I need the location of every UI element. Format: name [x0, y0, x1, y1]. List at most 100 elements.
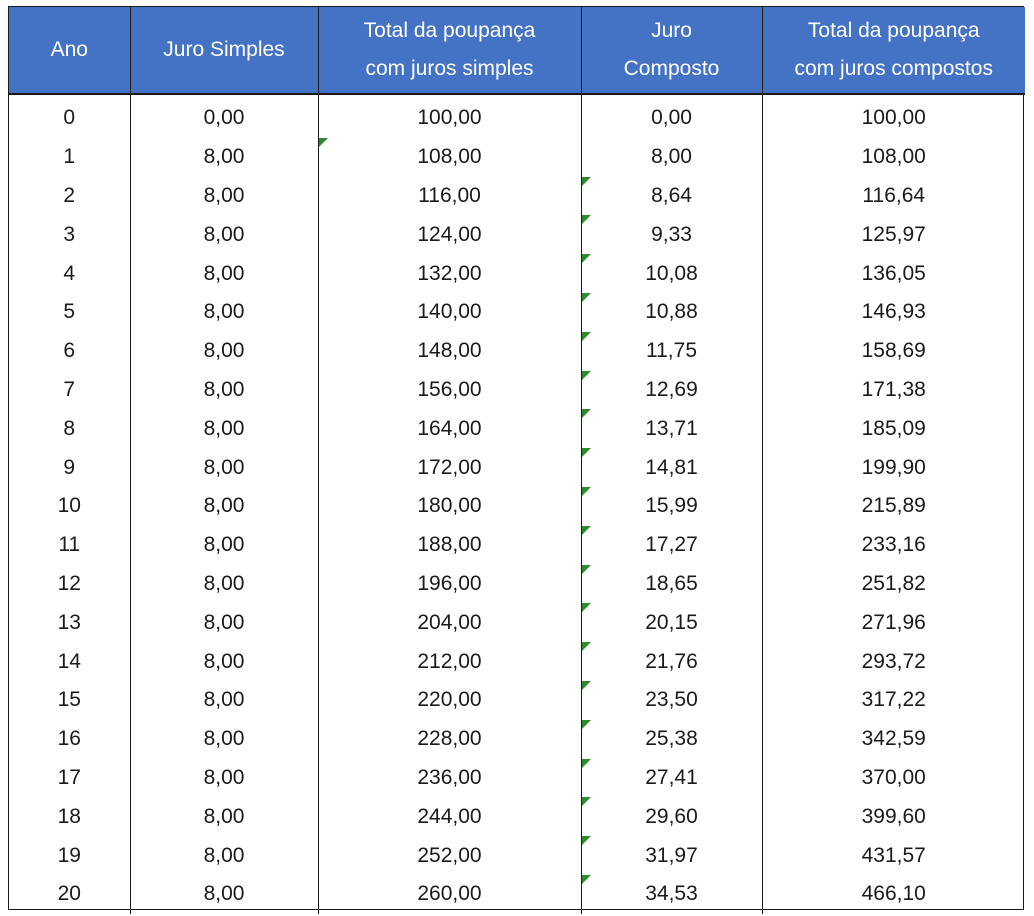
cell-total-simples[interactable]: 220,00: [318, 680, 582, 720]
cell-ano[interactable]: 16: [9, 719, 131, 759]
cell-juro-simples[interactable]: 0,00: [130, 94, 319, 138]
cell-juro-composto[interactable]: 25,38: [581, 719, 763, 759]
cell-total-compostos[interactable]: 431,57: [762, 836, 1025, 875]
cell-juro-composto[interactable]: 21,76: [581, 642, 763, 681]
cell-juro-simples[interactable]: 8,00: [130, 603, 319, 643]
cell-total-compostos[interactable]: 158,69: [762, 332, 1025, 371]
cell-total-compostos[interactable]: 125,97: [762, 215, 1025, 254]
cell-ano[interactable]: 15: [9, 680, 131, 720]
cell-juro-composto[interactable]: 27,41: [581, 758, 763, 798]
cell-juro-composto[interactable]: 10,08: [581, 254, 763, 293]
cell-total-simples[interactable]: 140,00: [318, 292, 582, 332]
cell-ano[interactable]: 12: [9, 564, 131, 604]
cell-ano[interactable]: 7: [9, 370, 131, 410]
cell-juro-composto[interactable]: 0,00: [581, 94, 763, 138]
cell-total-compostos[interactable]: 215,89: [762, 487, 1025, 526]
header-ano[interactable]: Ano: [9, 7, 131, 95]
cell-total-compostos[interactable]: 199,90: [762, 448, 1025, 487]
cell-ano[interactable]: 20: [9, 874, 131, 914]
cell-juro-composto[interactable]: 31,97: [581, 836, 763, 875]
cell-ano[interactable]: 1: [9, 137, 131, 177]
cell-total-simples[interactable]: 180,00: [318, 486, 582, 526]
error-indicator-icon[interactable]: [581, 370, 591, 380]
cell-total-compostos[interactable]: 251,82: [762, 565, 1025, 604]
cell-total-compostos[interactable]: 146,93: [762, 293, 1025, 332]
cell-juro-composto[interactable]: 29,60: [581, 797, 763, 837]
cell-total-simples[interactable]: 156,00: [318, 370, 582, 410]
cell-total-compostos[interactable]: 466,10: [762, 875, 1025, 914]
header-total-compostos[interactable]: Total da poupança com juros compostos: [762, 7, 1025, 95]
error-indicator-icon[interactable]: [581, 797, 591, 807]
cell-juro-simples[interactable]: 8,00: [130, 642, 319, 681]
cell-total-simples[interactable]: 188,00: [318, 525, 582, 565]
cell-total-simples[interactable]: 132,00: [318, 254, 582, 293]
cell-juro-simples[interactable]: 8,00: [130, 719, 319, 759]
cell-ano[interactable]: 18: [9, 797, 131, 837]
cell-ano[interactable]: 9: [9, 448, 131, 487]
cell-total-compostos[interactable]: 317,22: [762, 681, 1025, 720]
error-indicator-icon[interactable]: [581, 719, 591, 729]
error-indicator-icon[interactable]: [581, 642, 591, 652]
cell-juro-simples[interactable]: 8,00: [130, 176, 319, 216]
cell-total-simples[interactable]: 236,00: [318, 758, 582, 798]
cell-juro-simples[interactable]: 8,00: [130, 758, 319, 798]
error-indicator-icon[interactable]: [581, 874, 591, 884]
error-indicator-icon[interactable]: [581, 603, 591, 613]
cell-total-simples[interactable]: 196,00: [318, 564, 582, 604]
error-indicator-icon[interactable]: [581, 448, 591, 458]
error-indicator-icon[interactable]: [581, 176, 591, 186]
cell-juro-composto[interactable]: 34,53: [581, 874, 763, 914]
error-indicator-icon[interactable]: [581, 564, 591, 574]
error-indicator-icon[interactable]: [581, 836, 591, 846]
cell-ano[interactable]: 2: [9, 176, 131, 216]
cell-juro-composto[interactable]: 14,81: [581, 448, 763, 487]
cell-juro-simples[interactable]: 8,00: [130, 448, 319, 487]
cell-juro-simples[interactable]: 8,00: [130, 254, 319, 293]
cell-ano[interactable]: 14: [9, 642, 131, 681]
error-indicator-icon[interactable]: [581, 409, 591, 419]
cell-total-compostos[interactable]: 233,16: [762, 526, 1025, 565]
cell-ano[interactable]: 4: [9, 254, 131, 293]
cell-ano[interactable]: 0: [9, 94, 131, 138]
cell-ano[interactable]: 8: [9, 409, 131, 449]
cell-juro-composto[interactable]: 13,71: [581, 409, 763, 449]
cell-ano[interactable]: 17: [9, 758, 131, 798]
cell-juro-simples[interactable]: 8,00: [130, 215, 319, 255]
cell-ano[interactable]: 3: [9, 215, 131, 255]
header-juro-composto[interactable]: Juro Composto: [581, 7, 763, 95]
cell-juro-composto[interactable]: 12,69: [581, 370, 763, 410]
cell-juro-composto[interactable]: 20,15: [581, 603, 763, 643]
cell-juro-simples[interactable]: 8,00: [130, 564, 319, 604]
cell-juro-composto[interactable]: 18,65: [581, 564, 763, 604]
cell-juro-simples[interactable]: 8,00: [130, 409, 319, 449]
cell-total-compostos[interactable]: 108,00: [762, 138, 1025, 177]
cell-juro-composto[interactable]: 10,88: [581, 292, 763, 332]
cell-ano[interactable]: 13: [9, 603, 131, 643]
cell-juro-composto[interactable]: 15,99: [581, 486, 763, 526]
cell-ano[interactable]: 6: [9, 331, 131, 371]
cell-juro-simples[interactable]: 8,00: [130, 486, 319, 526]
cell-juro-simples[interactable]: 8,00: [130, 525, 319, 565]
error-indicator-icon[interactable]: [581, 215, 591, 225]
cell-total-simples[interactable]: 116,00: [318, 176, 582, 216]
cell-juro-simples[interactable]: 8,00: [130, 797, 319, 837]
cell-total-compostos[interactable]: 116,64: [762, 177, 1025, 216]
cell-total-compostos[interactable]: 185,09: [762, 409, 1025, 448]
cell-total-simples[interactable]: 244,00: [318, 797, 582, 837]
cell-juro-composto[interactable]: 9,33: [581, 215, 763, 255]
cell-total-compostos[interactable]: 293,72: [762, 642, 1025, 681]
cell-juro-composto[interactable]: 8,64: [581, 176, 763, 216]
cell-total-simples[interactable]: 100,00: [318, 94, 582, 138]
cell-ano[interactable]: 11: [9, 525, 131, 565]
header-juro-simples[interactable]: Juro Simples: [130, 7, 319, 95]
error-indicator-icon[interactable]: [581, 486, 591, 496]
cell-total-simples[interactable]: 204,00: [318, 603, 582, 643]
cell-total-simples[interactable]: 172,00: [318, 448, 582, 487]
cell-juro-composto[interactable]: 8,00: [581, 137, 763, 177]
cell-juro-simples[interactable]: 8,00: [130, 331, 319, 371]
cell-total-compostos[interactable]: 171,38: [762, 371, 1025, 410]
error-indicator-icon[interactable]: [581, 331, 591, 341]
cell-total-compostos[interactable]: 370,00: [762, 759, 1025, 798]
cell-juro-simples[interactable]: 8,00: [130, 874, 319, 914]
cell-total-simples[interactable]: 212,00: [318, 642, 582, 681]
